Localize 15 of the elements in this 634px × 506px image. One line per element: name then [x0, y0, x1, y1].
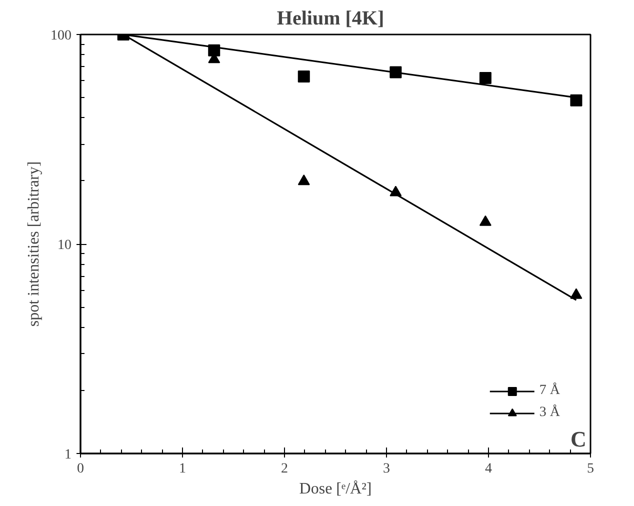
y-tick-label: 10 — [58, 238, 72, 253]
y-tick-label: 100 — [50, 28, 72, 44]
x-tick-label: 0 — [77, 462, 84, 476]
x-axis-title: Dose [ᵉ/Å²] — [299, 480, 372, 498]
x-tick-label: 2 — [281, 462, 288, 476]
chart-title: Helium [4K] — [276, 8, 384, 30]
legend-label: 7 Å — [539, 383, 560, 399]
y-axis-title: spot intensities [arbitrary] — [26, 161, 42, 327]
legend-label: 3 Å — [539, 405, 560, 421]
x-tick-label: 1 — [179, 462, 186, 476]
y-tick-label: 1 — [64, 448, 72, 462]
annotation: C — [570, 426, 586, 452]
x-tick-label: 5 — [587, 462, 594, 476]
x-tick-label: 3 — [383, 462, 390, 476]
x-tick-label: 4 — [485, 462, 492, 476]
